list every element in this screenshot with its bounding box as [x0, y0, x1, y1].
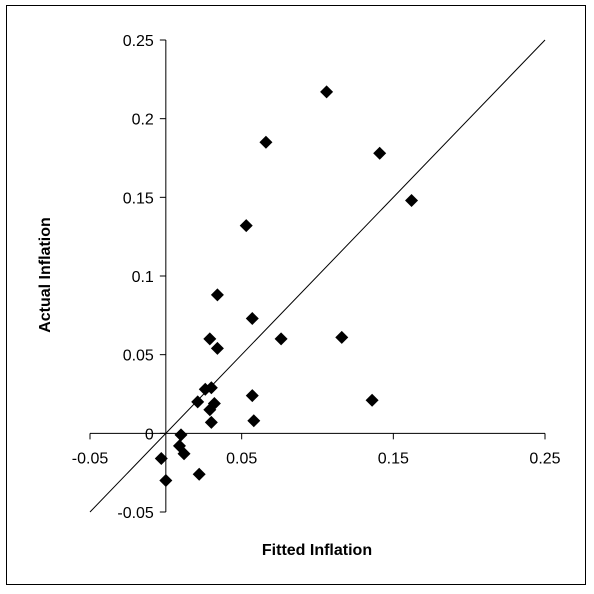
data-point [320, 85, 334, 99]
y-tick-label: 0.15 [123, 190, 154, 207]
data-point [210, 288, 224, 302]
data-point [245, 389, 259, 403]
y-tick-label: 0.25 [123, 33, 154, 50]
data-point [365, 393, 379, 407]
data-point [210, 341, 224, 355]
x-tick-label: 0.15 [378, 450, 409, 467]
data-point [159, 474, 173, 488]
data-point [335, 330, 349, 344]
data-point [259, 135, 273, 149]
data-point [177, 447, 191, 461]
data-point [274, 332, 288, 346]
y-tick-label: 0 [145, 426, 154, 443]
y-tick-label: 0.1 [132, 269, 154, 286]
data-point [373, 146, 387, 160]
data-point [245, 311, 259, 325]
y-tick-label: -0.05 [117, 505, 154, 522]
y-tick-label: 0.05 [123, 348, 154, 365]
y-axis-title: Actual Inflation [37, 217, 54, 333]
data-points [154, 85, 419, 488]
x-axis-title: Fitted Inflation [262, 542, 372, 559]
x-tick-label: 0.05 [226, 450, 257, 467]
reference-line [89, 39, 546, 513]
x-tick-label: 0.25 [529, 450, 560, 467]
data-point [174, 428, 188, 442]
data-point [154, 452, 168, 466]
data-point [239, 219, 253, 233]
tick-labels: -0.05 0.05 0.15 0.25 -0.05 0 0.05 0.1 0.15 0.2 0.2… [72, 33, 561, 522]
data-point [203, 403, 217, 417]
reference-line-group [89, 39, 546, 513]
chart-frame [6, 5, 586, 585]
data-point [191, 395, 205, 409]
data-point [198, 382, 212, 396]
data-point [204, 415, 218, 429]
y-tick-label: 0.2 [132, 112, 154, 129]
data-point [203, 332, 217, 346]
data-point [405, 193, 419, 207]
x-tick-label: -0.05 [72, 450, 109, 467]
data-point [247, 414, 261, 428]
data-point [192, 467, 206, 481]
ticks [89, 39, 546, 513]
